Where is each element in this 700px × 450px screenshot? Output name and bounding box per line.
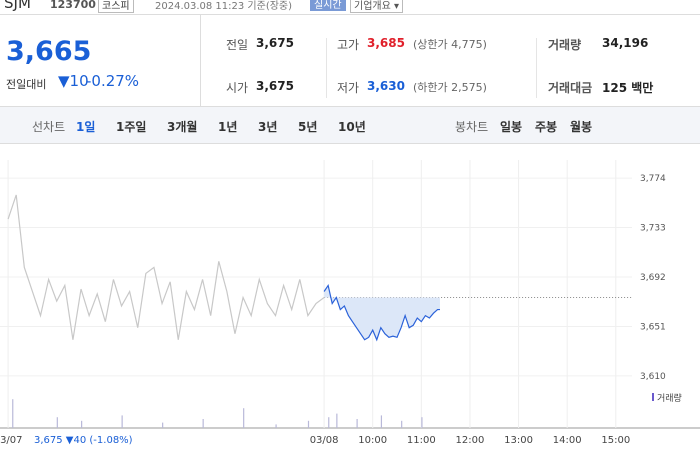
realtime-button[interactable]: 실시간	[310, 0, 346, 11]
change-pct: -0.27%	[86, 72, 140, 90]
divider	[0, 14, 700, 15]
area	[324, 285, 440, 340]
volume-bar	[336, 413, 338, 428]
tab[interactable]: 1년	[218, 120, 238, 134]
table-cell: 34,196	[602, 36, 649, 50]
market-badge: 코스피	[98, 0, 134, 13]
tab-label: 봉차트	[455, 120, 489, 134]
volume-bar	[121, 415, 123, 428]
divider	[536, 38, 537, 98]
table-cell: (상한가 4,775)	[413, 38, 487, 51]
y-tick-label: 3,651	[640, 322, 666, 332]
y-tick-label: 3,692	[640, 273, 666, 283]
tab[interactable]: 일봉	[500, 120, 523, 134]
table-cell: 3,685	[367, 36, 405, 50]
x-tick-label: 13:00	[504, 435, 533, 446]
volume-bar	[243, 408, 245, 428]
tab[interactable]: 5년	[298, 120, 318, 134]
divider	[326, 38, 327, 98]
volume-bar	[81, 420, 83, 428]
y-tick-label: 3,774	[640, 174, 666, 184]
legend-label: 거래량	[657, 392, 682, 404]
company-info-button[interactable]: 기업개요 ▾	[350, 0, 403, 13]
table-cell: 거래량	[548, 38, 582, 52]
table-cell: 전일	[226, 38, 249, 52]
table-cell: 3,630	[367, 79, 405, 93]
x-tick-label: 15:00	[601, 435, 630, 446]
x-tick-label: 10:00	[358, 435, 387, 446]
table-cell: 125 백만	[602, 81, 654, 95]
volume-bar	[421, 417, 423, 428]
volume-bar	[380, 415, 383, 428]
timestamp: 2024.03.08 11:23 기준(장중)	[155, 1, 293, 12]
table-cell: 3,675	[256, 36, 294, 50]
tab[interactable]: 1주일	[116, 120, 147, 134]
tab[interactable]: 3년	[258, 120, 278, 134]
change-label: 전일대비	[6, 78, 47, 91]
volume-bar	[202, 419, 204, 428]
table-cell: (하한가 2,575)	[413, 81, 487, 94]
volume-bar	[56, 417, 58, 428]
tab[interactable]: 주봉	[535, 120, 558, 134]
x-tick-label: 03/08	[310, 435, 339, 446]
line-series	[323, 283, 440, 342]
table-cell: 시가	[226, 81, 249, 95]
volume-bar	[275, 424, 277, 428]
x-tick-label: 14:00	[553, 435, 582, 446]
x-tick-label: 03/07	[0, 435, 23, 446]
tab-label: 선차트	[32, 120, 66, 134]
y-tick-label: 3,733	[640, 224, 666, 234]
volume-bar	[307, 420, 310, 428]
legend-swatch	[652, 393, 654, 401]
volume-bar	[328, 417, 330, 428]
volume-bar	[162, 422, 164, 428]
current-price: 3,665	[6, 36, 92, 67]
x-tick-label: 12:00	[456, 435, 485, 446]
tab[interactable]: 3개월	[167, 120, 198, 134]
volume-bar	[356, 419, 358, 428]
volume-bar	[12, 399, 14, 428]
stock-name: SJM	[4, 0, 31, 12]
volume-bar	[401, 420, 403, 428]
line-series	[7, 194, 325, 340]
table-cell: 3,675	[256, 79, 294, 93]
divider	[200, 14, 201, 106]
tab[interactable]: 월봉	[570, 120, 593, 134]
tab[interactable]: 10년	[338, 120, 366, 134]
table-cell: 거래대금	[548, 81, 593, 95]
tab[interactable]: 1일	[76, 120, 96, 134]
x-tick-label: 11:00	[407, 435, 436, 446]
tab-bar	[0, 106, 700, 144]
y-tick-label: 3,610	[640, 372, 666, 382]
prev-info: 3,675 ▼40 (-1.08%)	[34, 435, 133, 446]
change: ▼10	[58, 72, 89, 90]
stock-code: 123700	[50, 0, 96, 11]
table-cell: 저가	[337, 81, 360, 95]
table-cell: 고가	[337, 38, 360, 52]
